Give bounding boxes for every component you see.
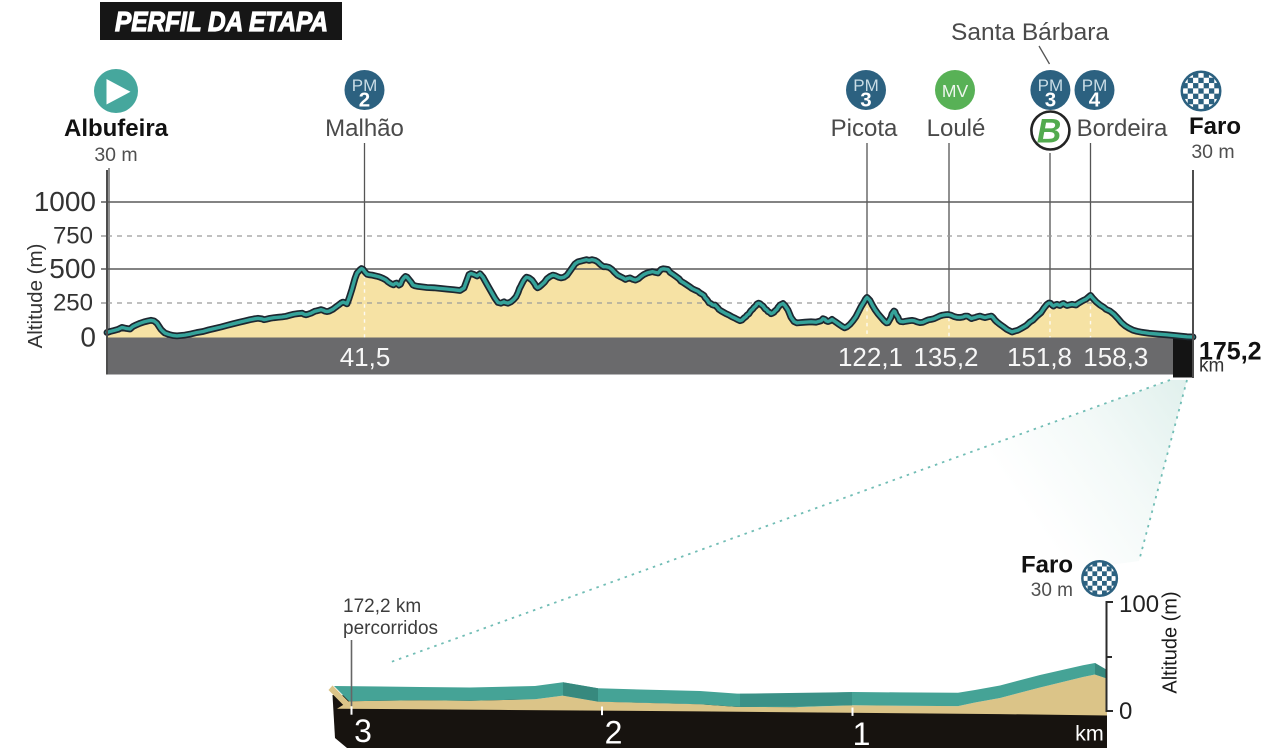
svg-text:MV: MV: [942, 81, 969, 101]
svg-text:PM: PM: [1038, 76, 1064, 95]
svg-text:3: 3: [354, 713, 372, 748]
svg-text:Picota: Picota: [831, 115, 898, 142]
svg-text:3: 3: [1045, 89, 1056, 112]
svg-text:0: 0: [80, 322, 96, 353]
svg-text:km: km: [1075, 722, 1104, 746]
svg-text:500: 500: [49, 253, 96, 284]
svg-text:158,3: 158,3: [1083, 342, 1148, 372]
svg-text:Loulé: Loulé: [927, 115, 986, 142]
svg-text:30 m: 30 m: [1191, 141, 1234, 163]
svg-text:250: 250: [53, 290, 93, 317]
svg-text:PM: PM: [1082, 76, 1108, 95]
svg-text:PM: PM: [352, 76, 378, 95]
svg-text:175,2: 175,2: [1199, 338, 1262, 366]
svg-text:percorridos: percorridos: [343, 618, 438, 639]
svg-text:3: 3: [860, 89, 871, 112]
svg-text:30 m: 30 m: [1031, 580, 1073, 601]
svg-text:151,8: 151,8: [1007, 342, 1072, 372]
svg-text:Altitude (m): Altitude (m): [1160, 591, 1182, 693]
svg-text:B: B: [1037, 113, 1062, 151]
svg-text:122,1: 122,1: [838, 342, 903, 372]
svg-text:172,2 km: 172,2 km: [343, 596, 421, 617]
svg-text:1000: 1000: [34, 186, 96, 217]
svg-text:750: 750: [53, 223, 93, 250]
svg-text:Altitude (m): Altitude (m): [24, 244, 47, 349]
svg-text:Albufeira: Albufeira: [64, 115, 169, 142]
svg-text:100: 100: [1119, 591, 1159, 618]
svg-text:2: 2: [605, 715, 623, 748]
svg-text:4: 4: [1089, 89, 1101, 112]
svg-text:Bordeira: Bordeira: [1077, 115, 1168, 142]
svg-text:Faro: Faro: [1189, 113, 1241, 140]
svg-text:0: 0: [1119, 698, 1132, 725]
svg-text:30 m: 30 m: [94, 144, 137, 166]
svg-text:1: 1: [853, 716, 871, 748]
svg-text:Faro: Faro: [1021, 552, 1073, 579]
svg-text:PERFIL DA ETAPA: PERFIL DA ETAPA: [115, 6, 328, 37]
svg-text:Santa Bárbara: Santa Bárbara: [951, 19, 1109, 46]
svg-text:PM: PM: [853, 76, 879, 95]
svg-text:2: 2: [359, 89, 370, 112]
svg-text:41,5: 41,5: [340, 342, 391, 372]
svg-text:Malhão: Malhão: [325, 115, 404, 142]
svg-text:km: km: [1199, 356, 1224, 377]
svg-text:135,2: 135,2: [913, 342, 978, 372]
